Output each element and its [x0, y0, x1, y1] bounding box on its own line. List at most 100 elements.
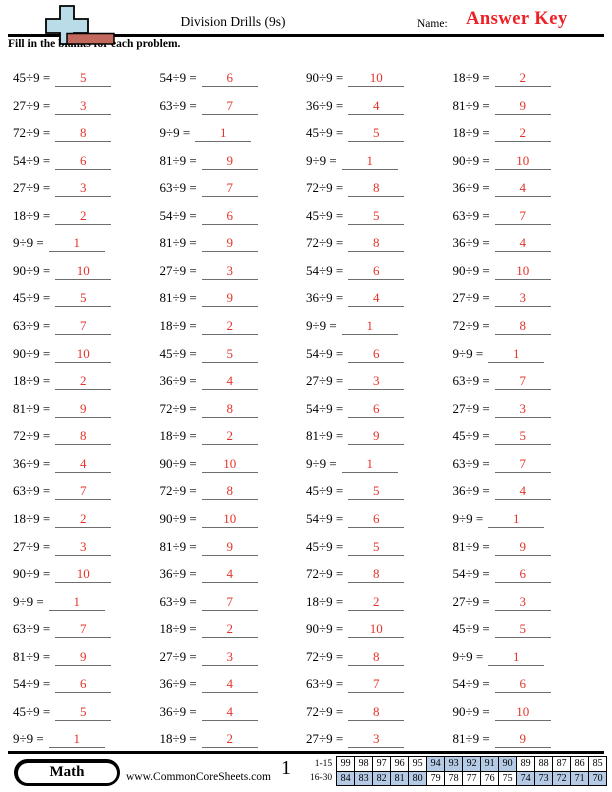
- problem-expression: 18÷9 =: [159, 621, 197, 637]
- problem-item: 45÷9 = 5: [13, 63, 160, 91]
- answer-blank: 9: [201, 154, 258, 170]
- problem-expression: 63÷9 =: [13, 318, 51, 334]
- problem-item: 63÷9 = 7: [160, 173, 307, 201]
- answer-blank: 8: [348, 567, 405, 584]
- answer-blank: 7: [55, 622, 112, 639]
- problem-expression: 81÷9 =: [159, 538, 197, 554]
- answer-blank: 5: [55, 71, 112, 87]
- answer-blank: 3: [55, 99, 112, 115]
- answer-blank: 9: [201, 540, 258, 556]
- problem-expression: 45÷9 =: [159, 345, 197, 361]
- problem-expression: 18÷9 =: [159, 731, 197, 747]
- score-cell: 97: [372, 756, 392, 772]
- problem-expression: 27÷9 =: [452, 400, 490, 416]
- score-cell: 98: [354, 756, 374, 772]
- problem-item: 63÷9 = 7: [13, 476, 160, 504]
- problem-item: 72÷9 = 8: [306, 173, 453, 201]
- answer-blank: 7: [494, 374, 551, 391]
- answer-blank: 3: [201, 650, 258, 666]
- problem-expression: 72÷9 =: [13, 428, 51, 444]
- problem-item: 36÷9 = 4: [160, 559, 307, 587]
- answer-blank: 4: [494, 181, 551, 198]
- answer-blank: 4: [201, 677, 258, 694]
- score-cell: 92: [462, 756, 482, 772]
- subject-badge: Math: [14, 759, 120, 786]
- problem-item: 81÷9 = 9: [306, 421, 453, 449]
- problem-item: 54÷9 = 6: [306, 256, 453, 284]
- score-cell: 87: [552, 756, 572, 772]
- problem-item: 45÷9 = 5: [453, 614, 600, 642]
- answer-blank: 3: [494, 291, 551, 308]
- answer-blank: 10: [55, 347, 112, 363]
- problem-item: 27÷9 = 3: [13, 91, 160, 119]
- answer-blank: 2: [201, 429, 258, 446]
- answer-blank: 5: [348, 484, 405, 501]
- problem-expression: 81÷9 =: [452, 538, 490, 554]
- score-row: 1-15 99 98 97 96 95 94 93 92 91 90 89 88 87 86 85: [310, 756, 608, 772]
- score-range-label: 16-30: [310, 773, 333, 784]
- problem-item: 90÷9 = 10: [306, 63, 453, 91]
- answer-blank: 9: [55, 402, 112, 418]
- subject-label: Math: [17, 762, 117, 783]
- problem-item: 36÷9 = 4: [160, 366, 307, 394]
- problem-expression: 9÷9 =: [13, 593, 44, 609]
- problem-expression: 36÷9 =: [159, 566, 197, 582]
- score-cell: 82: [372, 770, 392, 786]
- problem-item: 18÷9 = 2: [306, 587, 453, 615]
- problem-item: 36÷9 = 4: [306, 91, 453, 119]
- answer-blank: 4: [348, 291, 405, 308]
- answer-blank: 7: [348, 677, 405, 694]
- answer-blank: 1: [48, 595, 105, 611]
- answer-blank: 2: [201, 732, 258, 749]
- answer-blank: 6: [55, 677, 112, 694]
- score-cell: 99: [336, 756, 356, 772]
- problem-expression: 72÷9 =: [306, 648, 344, 664]
- problem-item: 18÷9 = 2: [13, 366, 160, 394]
- answer-blank: 10: [494, 154, 551, 170]
- problem-item: 45÷9 = 5: [160, 339, 307, 367]
- problem-item: 72÷9 = 8: [306, 697, 453, 725]
- answer-blank: 1: [48, 732, 105, 749]
- problem-expression: 45÷9 =: [452, 621, 490, 637]
- answer-blank: 9: [201, 291, 258, 308]
- problem-item: 90÷9 = 10: [306, 614, 453, 642]
- answer-blank: 6: [201, 71, 258, 87]
- score-cell: 72: [552, 770, 572, 786]
- problem-expression: 9÷9 =: [306, 152, 337, 168]
- problem-item: 54÷9 = 6: [160, 201, 307, 229]
- answer-blank: 2: [55, 512, 112, 528]
- problem-item: 27÷9 = 3: [160, 642, 307, 670]
- problem-expression: 54÷9 =: [306, 510, 344, 526]
- problem-item: 18÷9 = 2: [160, 724, 307, 752]
- answer-blank: 2: [201, 622, 258, 639]
- answer-blank: 9: [494, 99, 551, 115]
- problem-expression: 27÷9 =: [306, 731, 344, 747]
- problem-item: 27÷9 = 3: [306, 366, 453, 394]
- problem-item: 9÷9 = 1: [306, 449, 453, 477]
- answer-key-text: Answer Key: [466, 9, 568, 29]
- problem-item: 63÷9 = 7: [13, 311, 160, 339]
- answer-blank: 2: [494, 126, 551, 143]
- problem-expression: 72÷9 =: [159, 483, 197, 499]
- answer-blank: 2: [201, 319, 258, 336]
- problem-item: 72÷9 = 8: [13, 421, 160, 449]
- problem-item: 36÷9 = 4: [160, 669, 307, 697]
- problem-item: 72÷9 = 8: [306, 642, 453, 670]
- answer-blank: 1: [341, 319, 398, 336]
- problem-item: 90÷9 = 10: [13, 559, 160, 587]
- problem-expression: 45÷9 =: [306, 483, 344, 499]
- problem-expression: 63÷9 =: [159, 97, 197, 113]
- problem-expression: 36÷9 =: [159, 373, 197, 389]
- problem-item: 45÷9 = 5: [306, 476, 453, 504]
- score-cell: 89: [516, 756, 536, 772]
- answer-blank: 4: [494, 236, 551, 253]
- answer-blank: 2: [494, 71, 551, 87]
- problem-item: 81÷9 = 9: [13, 394, 160, 422]
- problem-item: 54÷9 = 6: [306, 394, 453, 422]
- answer-blank: 3: [55, 540, 112, 556]
- problem-item: 9÷9 = 1: [306, 311, 453, 339]
- answer-blank: 6: [494, 677, 551, 694]
- footer-divider: [8, 751, 604, 754]
- answer-blank: 3: [201, 264, 258, 280]
- problem-expression: 63÷9 =: [306, 676, 344, 692]
